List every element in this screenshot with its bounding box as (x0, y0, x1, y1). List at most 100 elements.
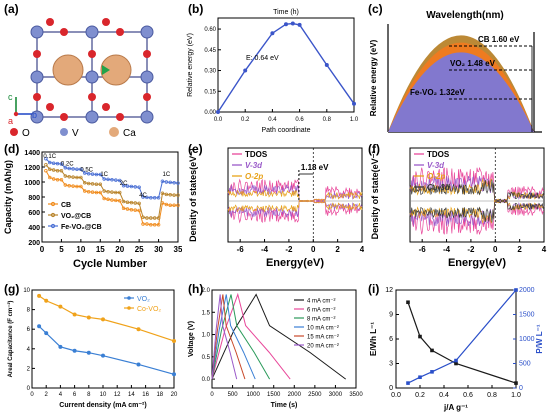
y2-tick-label: 2000 (519, 287, 535, 294)
y-axis-label: Density of state(eV⁻¹ (370, 151, 380, 240)
legend-label: O-2p (245, 172, 263, 181)
data-point (82, 171, 87, 175)
marker-triangle (102, 65, 110, 75)
data-point (106, 177, 110, 182)
x-tick-label: -4 (261, 245, 269, 254)
data-point (86, 189, 91, 194)
legend-marker (50, 223, 56, 229)
o-atom (33, 93, 41, 101)
legend-label: 20 mA cm⁻² (307, 344, 339, 350)
data-point (44, 163, 48, 167)
data-point (55, 169, 60, 173)
x-tick-label: 0.6 (295, 117, 304, 123)
data-point (164, 180, 169, 184)
data-point (59, 177, 64, 182)
data-point (82, 180, 87, 185)
legend-label: Cu-3d (427, 183, 451, 192)
data-point (352, 101, 356, 106)
panel-i-energy-power: 0.0 0.2 0.4 0.6 0.8 1.00369120500100015002000… (369, 287, 544, 412)
panel-g-areal-capacitance: 0 2 4 6 8 10 12 14 16 18 20 0 2 4 6 8 10 Current density … (7, 288, 178, 409)
y-axis-label: Capacity (mAh/g) (3, 160, 13, 234)
data-point (172, 193, 176, 197)
data-point (37, 293, 42, 298)
x-axis-label: Energy(eV) (448, 257, 506, 269)
y-tick-label: 8 (27, 308, 31, 314)
x-tick-label: 2 (335, 245, 340, 254)
y-tick-label: 1.0 (202, 333, 211, 339)
panel-label-a: (a) (4, 2, 19, 16)
gap-annotation: 1.18 eV (301, 163, 329, 172)
dos-tdos-down (227, 200, 363, 224)
panel-c-band-diagram: Wavelength(nm) Relative energy (eV) CB 1.6… (369, 10, 542, 133)
panel-label-g: (g) (4, 282, 20, 296)
y-tick-label: 0.5 (202, 355, 211, 361)
data-point (75, 175, 79, 180)
data-point (284, 22, 288, 27)
y-tick-label: 0.45 (204, 48, 216, 54)
panel-d-rate-capability: 0 5 10 15 20 25 30 35 200 400 600 800 1000 1200 1400 Cy… (3, 150, 182, 270)
data-point (164, 192, 169, 197)
data-point (114, 190, 118, 195)
data-point (121, 199, 126, 204)
x-tick-label: 0.0 (391, 392, 401, 399)
gcd-curve (211, 294, 238, 380)
data-point (51, 161, 56, 166)
x-tick-label: 12 (114, 392, 121, 398)
y-axis-label: Relative energy (eV) (369, 39, 378, 116)
data-point (430, 370, 434, 374)
data-point (48, 167, 52, 172)
o-atom (46, 18, 54, 26)
x-axis-label: j/A g⁻¹ (443, 403, 468, 412)
data-point (37, 324, 42, 329)
o-atom (116, 28, 124, 36)
panel-label-i: (i) (368, 282, 380, 296)
data-point (79, 175, 83, 180)
data-point (145, 195, 149, 200)
data-point (114, 198, 118, 203)
data-point (145, 216, 149, 220)
dos-v-3d-up (227, 184, 363, 202)
data-point (152, 222, 157, 227)
o-atom (116, 113, 124, 121)
data-point (72, 348, 77, 353)
data-point (106, 197, 110, 201)
data-point (156, 216, 161, 220)
data-point (406, 381, 410, 385)
x-tick-label: 16 (142, 392, 149, 398)
x-axis-label: Current density (mA cm⁻²) (59, 402, 146, 409)
data-point (514, 381, 518, 385)
data-point (106, 189, 110, 194)
series-line (217, 22, 355, 113)
data-point (172, 372, 176, 377)
y-axis-label: Relative energy (eV) (187, 33, 194, 97)
panel-label-h: (h) (188, 282, 204, 296)
data-point (102, 189, 106, 193)
legend-label: 8 mA cm⁻² (307, 317, 336, 323)
v-atom (140, 70, 154, 84)
x-tick-label: 6 (73, 392, 77, 398)
legend-label: TDOS (427, 150, 450, 159)
series-line-e (407, 302, 517, 384)
data-point (102, 196, 106, 201)
x-tick-label: 0.4 (268, 117, 277, 123)
data-point (101, 317, 105, 322)
x-tick-label: 20 (171, 392, 178, 398)
data-point (58, 304, 63, 309)
data-point (44, 331, 49, 336)
data-point (51, 168, 56, 172)
legend-o-dot (10, 128, 18, 136)
data-point (59, 162, 64, 166)
y-tick-label: 1.5 (202, 310, 211, 316)
legend-o-label: O (22, 128, 30, 139)
data-point (48, 160, 52, 165)
x-tick-label: -4 (443, 245, 451, 254)
v-atom (30, 25, 44, 39)
v-atoms (30, 25, 154, 124)
x-tick-label: 20 (115, 245, 124, 254)
panel-label-f: (f) (368, 142, 380, 156)
panel-e-dos: -6 -4 -2 0 2 4 Energy(eV) Density of states(eV⁻… (188, 147, 364, 269)
data-point (55, 161, 60, 166)
dos-o-2p-up (227, 189, 363, 202)
data-point (137, 185, 141, 189)
x-tick-label: 15 (96, 245, 105, 254)
